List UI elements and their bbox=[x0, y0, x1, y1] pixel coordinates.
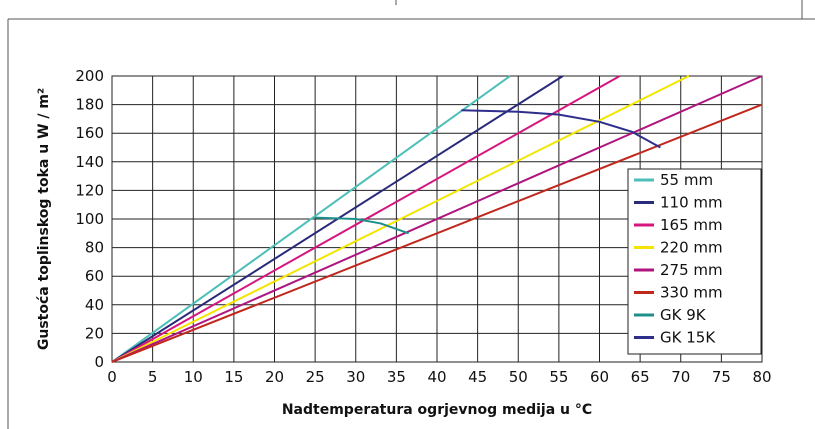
x-tick-label: 80 bbox=[752, 368, 771, 386]
y-tick-label: 180 bbox=[75, 96, 104, 114]
x-tick-label: 35 bbox=[387, 368, 406, 386]
y-tick-labels: 0 20 40 60 80 100 120 140 160 180 200 bbox=[75, 67, 104, 371]
y-tick-label: 160 bbox=[75, 124, 104, 142]
x-tick-label: 15 bbox=[224, 368, 243, 386]
x-tick-label: 40 bbox=[427, 368, 446, 386]
legend: 55 mm 110 mm 165 mm 220 mm 275 mm 330 mm GK 9K… bbox=[627, 168, 762, 355]
y-tick-label: 0 bbox=[94, 353, 104, 371]
legend-label-55-mm: 55 mm bbox=[660, 171, 713, 189]
y-tick-label: 140 bbox=[75, 153, 104, 171]
legend-label-330-mm: 330 mm bbox=[660, 284, 723, 302]
x-tick-label: 0 bbox=[107, 368, 117, 386]
x-tick-label: 75 bbox=[712, 368, 731, 386]
y-tick-label: 80 bbox=[85, 239, 104, 257]
legend-label-110-mm: 110 mm bbox=[660, 194, 723, 212]
series-line-330-mm bbox=[111, 103, 763, 363]
series-line-275-mm bbox=[111, 75, 763, 363]
x-tick-label: 10 bbox=[184, 368, 203, 386]
x-tick-label: 70 bbox=[671, 368, 690, 386]
legend-label-275-mm: 275 mm bbox=[660, 261, 723, 279]
legend-box bbox=[627, 168, 762, 355]
y-tick-label: 40 bbox=[85, 296, 104, 314]
x-tick-label: 30 bbox=[346, 368, 365, 386]
x-tick-label: 5 bbox=[148, 368, 158, 386]
series-line-gk-15k bbox=[461, 109, 661, 149]
series-lines bbox=[111, 75, 763, 363]
series-line-220-mm bbox=[111, 75, 690, 363]
x-tick-label: 25 bbox=[306, 368, 325, 386]
legend-label-gk-15k: GK 15K bbox=[660, 329, 716, 347]
x-axis-title: Nadtemperatura ogrjevnog medija u °C bbox=[282, 402, 592, 418]
y-tick-label: 20 bbox=[85, 324, 104, 342]
x-tick-label: 50 bbox=[509, 368, 528, 386]
x-tick-label: 65 bbox=[631, 368, 650, 386]
legend-label-165-mm: 165 mm bbox=[660, 216, 723, 234]
y-tick-label: 200 bbox=[75, 67, 104, 85]
y-tick-label: 120 bbox=[75, 181, 104, 199]
series-line-165-mm bbox=[111, 75, 621, 363]
y-tick-label: 100 bbox=[75, 210, 104, 228]
series-line-55-mm bbox=[111, 75, 511, 363]
series-line-gk-9k bbox=[315, 216, 409, 235]
x-tick-label: 60 bbox=[590, 368, 609, 386]
x-tick-labels: 0 5 10 15 20 25 30 35 40 45 50 55 60 65 70 75 80 bbox=[107, 368, 771, 386]
y-tick-label: 60 bbox=[85, 267, 104, 285]
x-tick-label: 45 bbox=[468, 368, 487, 386]
legend-label-gk-9k: GK 9K bbox=[660, 306, 707, 324]
x-tick-label: 55 bbox=[549, 368, 568, 386]
x-tick-label: 20 bbox=[265, 368, 284, 386]
legend-label-220-mm: 220 mm bbox=[660, 239, 723, 257]
y-axis-title: Gustoća toplinskog toka u W / m² bbox=[36, 88, 52, 350]
